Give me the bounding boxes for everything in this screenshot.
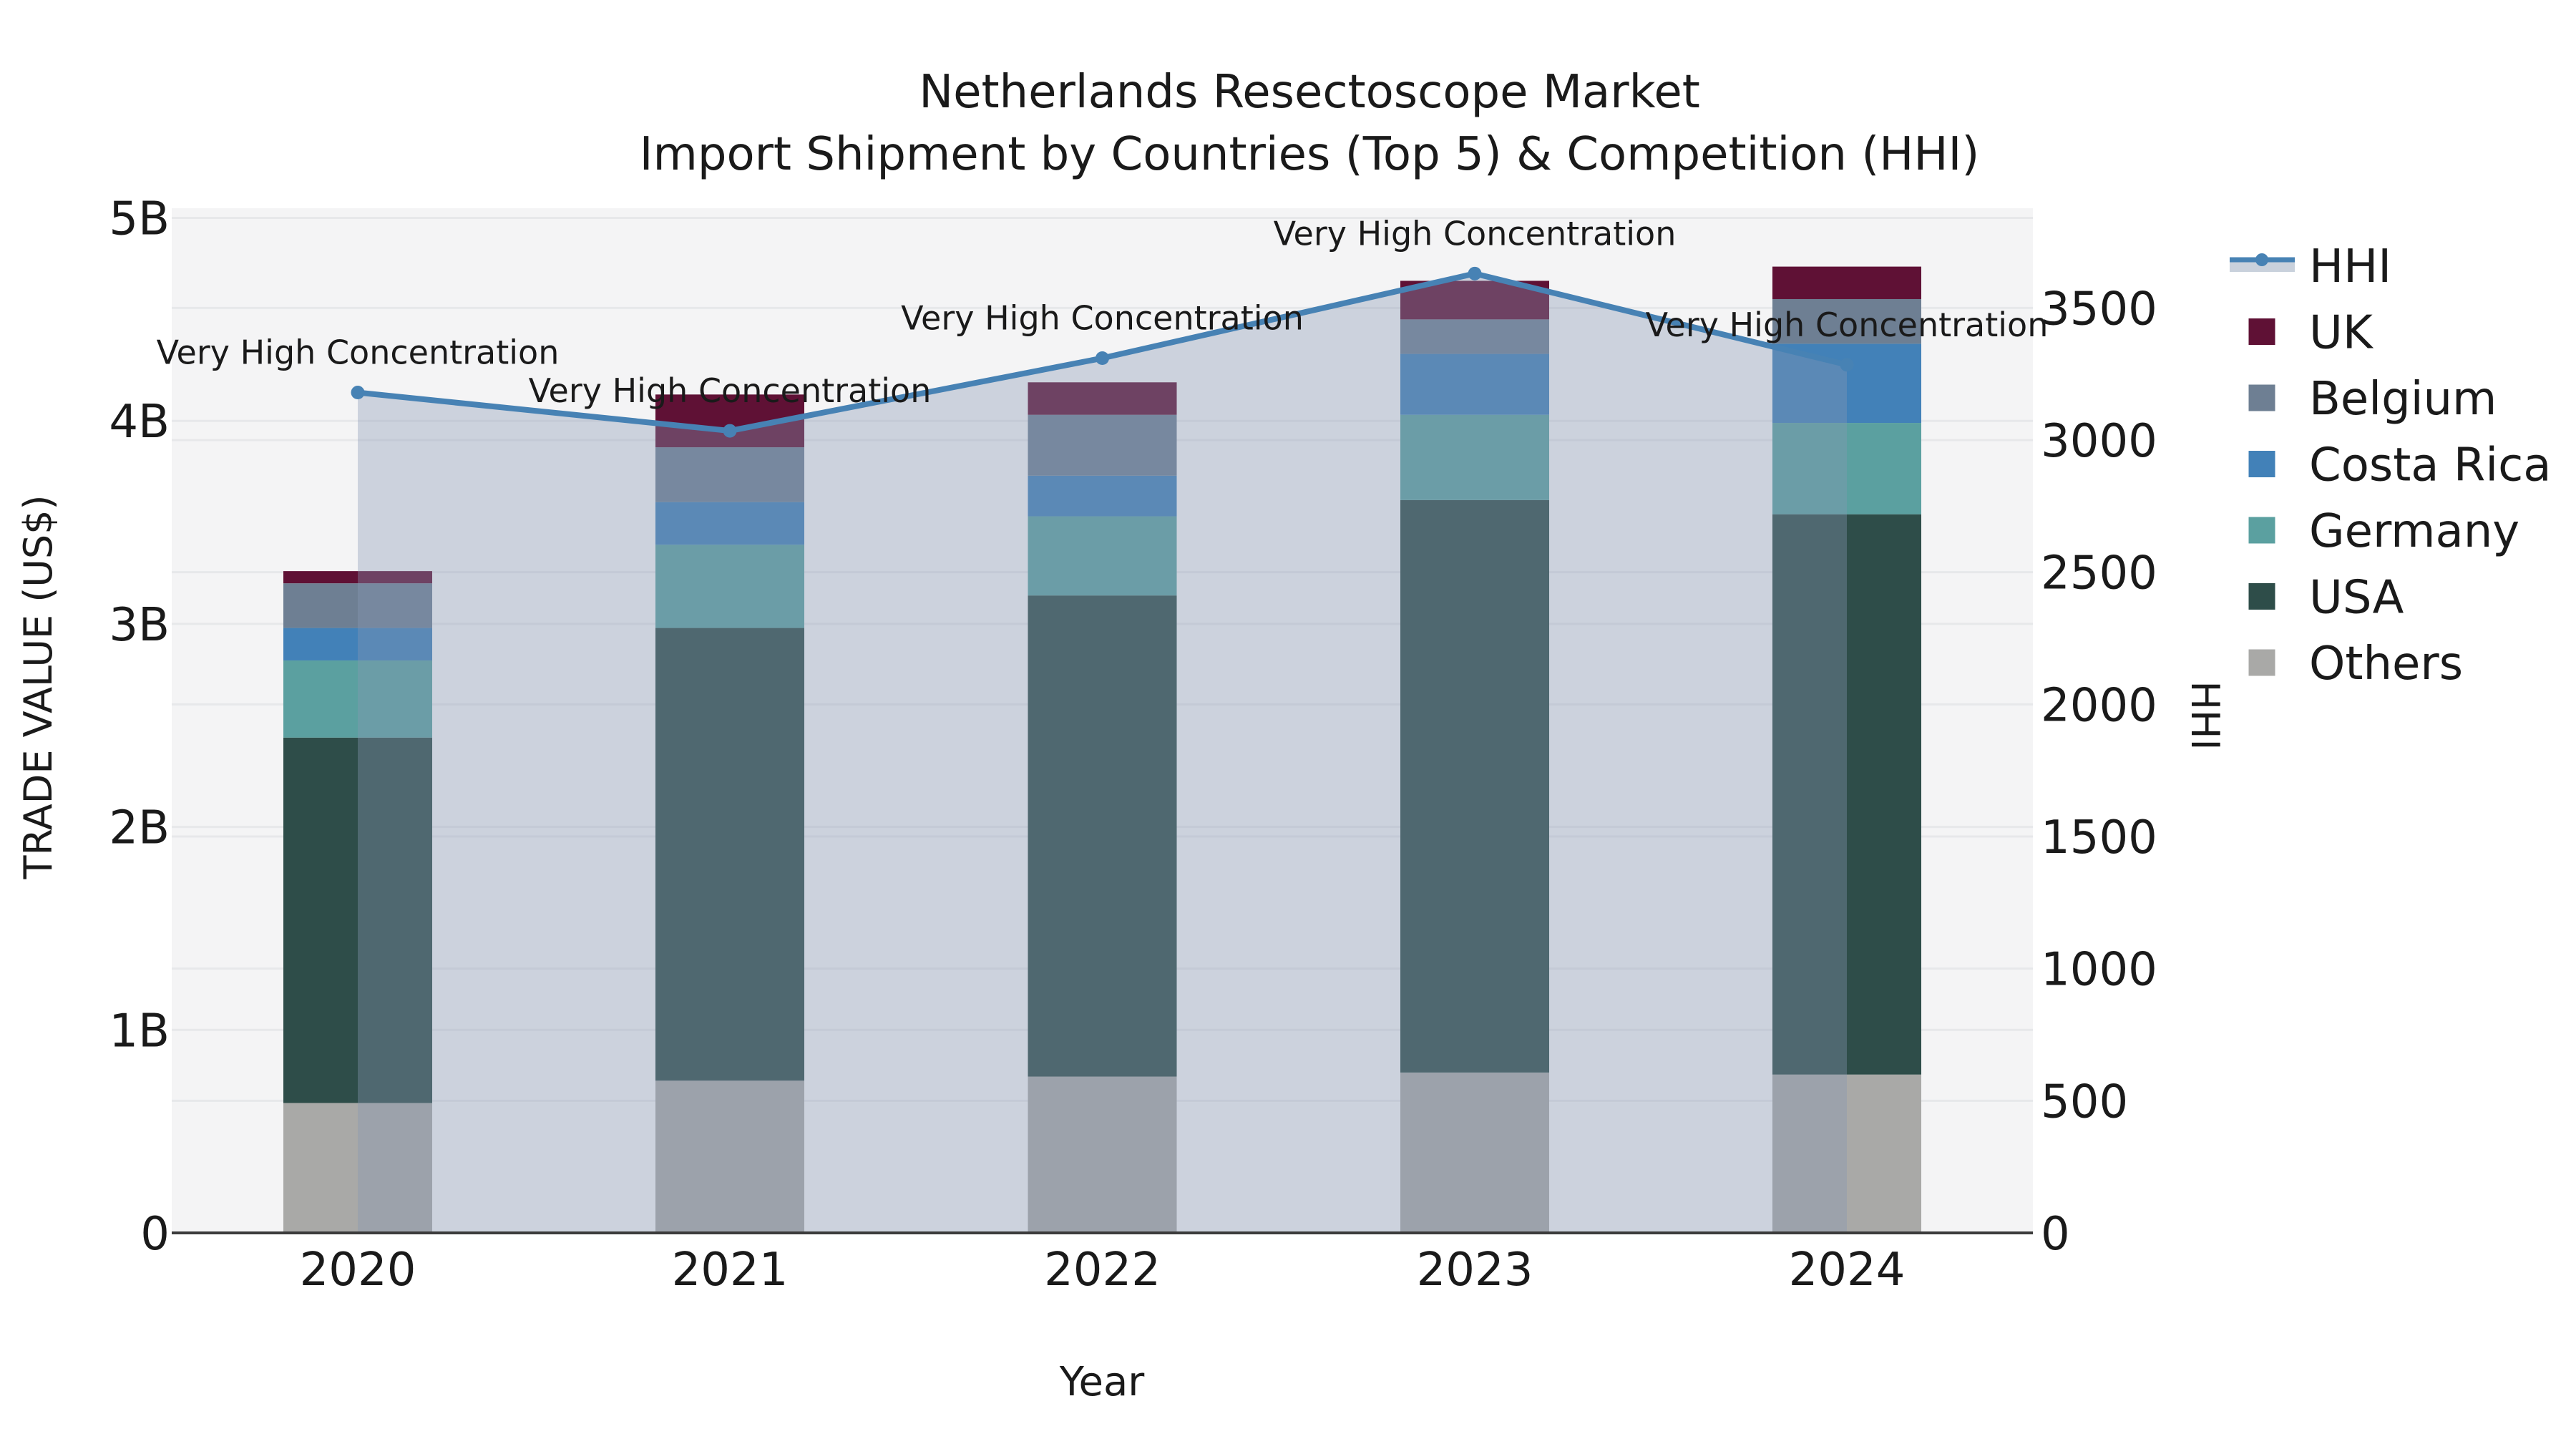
annotation-2023: Very High Concentration xyxy=(1274,214,1677,253)
bar-segment-germany-2022 xyxy=(1028,516,1177,596)
bar-segment-uk-2024 xyxy=(1772,266,1921,299)
x-tick-2022: 2022 xyxy=(1044,1244,1161,1297)
y-axis-left-title: TRADE VALUE (US$) xyxy=(16,494,61,879)
y-left-tick-3B: 3B xyxy=(109,599,170,652)
bar-segment-belgium-2020 xyxy=(283,583,432,628)
hhi-marker-2022 xyxy=(1096,351,1109,366)
hhi-marker-2023 xyxy=(1468,266,1482,280)
y-left-tick-2B: 2B xyxy=(109,802,170,855)
annotation-2022: Very High Concentration xyxy=(901,299,1304,338)
bar-segment-uk-2020 xyxy=(283,571,432,584)
y-left-tick-1B: 1B xyxy=(109,1005,170,1058)
bar-segment-usa-2021 xyxy=(655,628,804,1081)
annotation-2024: Very High Concentration xyxy=(1646,306,2049,344)
legend-item-costa-rica: Costa Rica xyxy=(2248,439,2552,492)
y-right-tick-3500: 3500 xyxy=(2041,283,2157,336)
legend-label-germany: Germany xyxy=(2309,505,2519,558)
hhi-marker-2024 xyxy=(1840,358,1854,372)
legend-label-hhi: HHI xyxy=(2309,240,2391,293)
annotation-2020: Very High Concentration xyxy=(157,333,560,372)
bar-segment-germany-2020 xyxy=(283,660,432,738)
legend-label-uk: UK xyxy=(2309,307,2374,360)
bar-segment-germany-2023 xyxy=(1400,414,1549,500)
legend-item-usa: USA xyxy=(2248,572,2404,625)
bar-segment-uk-2022 xyxy=(1028,382,1177,415)
bar-segment-belgium-2021 xyxy=(655,447,804,502)
chart-title-line2: Import Shipment by Countries (Top 5) & C… xyxy=(640,128,1980,181)
hhi-legend-band xyxy=(2230,262,2295,272)
bar-segment-usa-2023 xyxy=(1400,499,1549,1073)
legend-swatch-others xyxy=(2248,649,2275,676)
bar-segment-others-2022 xyxy=(1028,1076,1177,1233)
chart-title-line1: Netherlands Resectoscope Market xyxy=(919,66,1700,119)
bar-segment-others-2020 xyxy=(283,1103,432,1233)
bar-segment-belgium-2024 xyxy=(1772,298,1921,344)
x-tick-2024: 2024 xyxy=(1789,1244,1906,1297)
bar-segment-costa-rica-2021 xyxy=(655,502,804,545)
y-left-tick-0: 0 xyxy=(140,1208,170,1261)
bar-segment-belgium-2023 xyxy=(1400,319,1549,354)
bar-segment-others-2023 xyxy=(1400,1072,1549,1233)
legend-label-usa: USA xyxy=(2309,572,2404,625)
bar-segment-others-2021 xyxy=(655,1080,804,1233)
legend-item-uk: UK xyxy=(2248,307,2374,360)
y-right-tick-2500: 2500 xyxy=(2041,547,2157,600)
annotation-2021: Very High Concentration xyxy=(529,371,932,410)
legend-swatch-costa-rica xyxy=(2248,451,2275,477)
y-right-tick-1000: 1000 xyxy=(2041,944,2157,997)
y-right-tick-3000: 3000 xyxy=(2041,415,2157,468)
hhi-area-fill xyxy=(358,273,1847,1234)
legend-label-belgium: Belgium xyxy=(2309,373,2497,426)
y-left-tick-5B: 5B xyxy=(109,193,170,246)
legend-item-hhi: HHI xyxy=(2230,240,2391,293)
legend-swatch-uk xyxy=(2248,318,2275,345)
x-axis-title: Year xyxy=(1059,1359,1146,1405)
bar-segment-usa-2020 xyxy=(283,737,432,1103)
bar-segment-others-2024 xyxy=(1772,1074,1921,1233)
bar-segment-costa-rica-2024 xyxy=(1772,343,1921,424)
legend-swatch-usa xyxy=(2248,583,2275,610)
x-tick-2021: 2021 xyxy=(672,1244,789,1297)
hhi-marker-2020 xyxy=(351,386,365,400)
legend-label-costa-rica: Costa Rica xyxy=(2309,439,2552,492)
bar-segment-costa-rica-2023 xyxy=(1400,353,1549,415)
y-right-tick-500: 500 xyxy=(2041,1075,2128,1128)
y-left-tick-4B: 4B xyxy=(109,396,170,449)
legend-swatch-belgium xyxy=(2248,384,2275,411)
legend-item-others: Others xyxy=(2248,638,2463,691)
hhi-legend-marker xyxy=(2255,253,2268,266)
bar-segment-costa-rica-2020 xyxy=(283,628,432,660)
y-right-tick-1500: 1500 xyxy=(2041,811,2157,864)
bar-segment-belgium-2022 xyxy=(1028,414,1177,476)
bar-segment-usa-2024 xyxy=(1772,514,1921,1075)
y-right-tick-2000: 2000 xyxy=(2041,679,2157,732)
x-tick-2023: 2023 xyxy=(1417,1244,1533,1297)
legend-item-belgium: Belgium xyxy=(2248,373,2497,426)
legend-label-others: Others xyxy=(2309,638,2463,691)
bar-segment-usa-2022 xyxy=(1028,595,1177,1077)
legend-swatch-germany xyxy=(2248,517,2275,544)
y-axis-right-title: HHI xyxy=(2182,680,2228,750)
legend-item-germany: Germany xyxy=(2248,505,2519,558)
hhi-marker-2021 xyxy=(723,424,737,438)
x-tick-2020: 2020 xyxy=(300,1244,416,1297)
bar-segment-costa-rica-2022 xyxy=(1028,475,1177,517)
bar-segment-germany-2021 xyxy=(655,545,804,628)
bar-segment-germany-2024 xyxy=(1772,423,1921,514)
y-right-tick-0: 0 xyxy=(2041,1208,2070,1261)
